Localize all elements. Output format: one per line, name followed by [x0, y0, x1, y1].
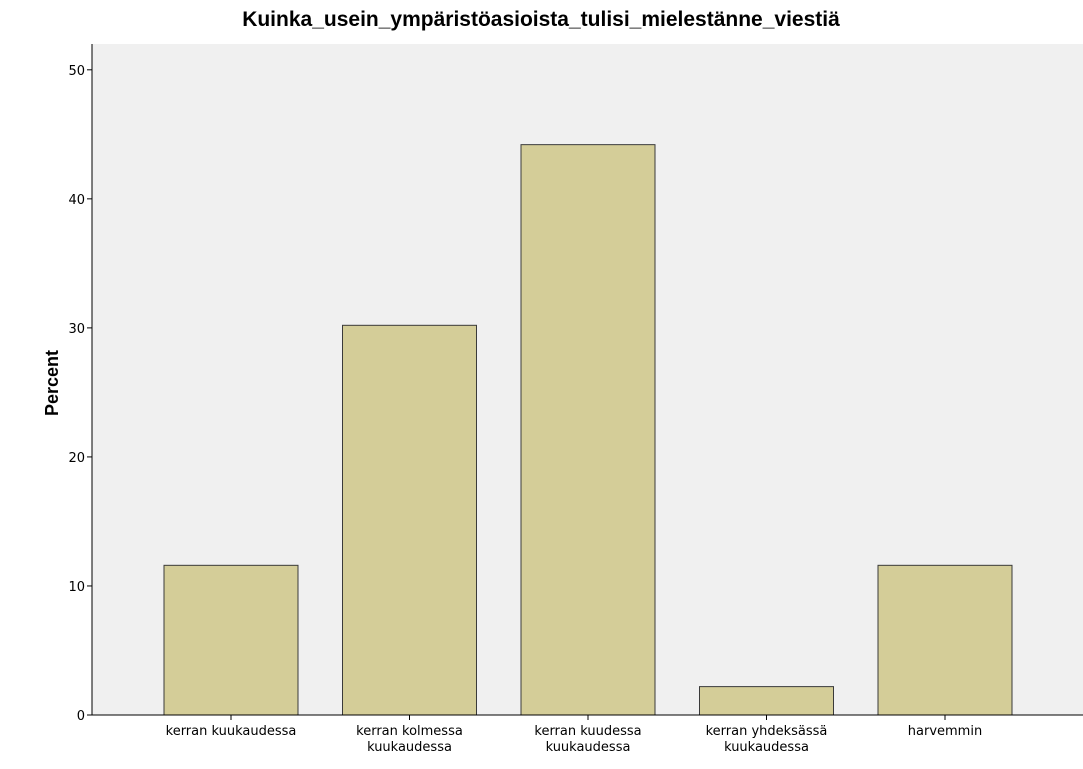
x-tick-label-line: kerran kuukaudessa [166, 724, 297, 739]
bars-group [163, 144, 1013, 716]
bar [163, 564, 299, 716]
x-tick-label: kerran kuudessa kuukaudessa [534, 724, 641, 755]
x-tick-label: kerran yhdeksässä kuukaudessa [706, 724, 828, 755]
x-tick-label-line: kuukaudessa [367, 740, 452, 755]
x-tick-label: kerran kolmessa kuukaudessa [356, 724, 463, 755]
chart-title: Kuinka_usein_ympäristöasioista_tulisi_mi… [242, 8, 840, 31]
x-tick-label-line: harvemmin [908, 724, 982, 739]
x-tick-label-line: kuukaudessa [546, 740, 631, 755]
bar [699, 686, 834, 716]
x-tick-label-line: kerran kuudessa [534, 724, 641, 739]
x-tick-label: kerran kuukaudessa [166, 724, 297, 739]
bar [520, 144, 656, 716]
y-tick-label: 10 [68, 580, 85, 595]
x-tick-label-line: kerran yhdeksässä [706, 724, 828, 739]
y-axis: 0 10 20 30 40 50 [68, 44, 93, 724]
y-tick-label: 50 [68, 64, 85, 79]
x-tick-label-line: kuukaudessa [724, 740, 809, 755]
y-axis-label: Percent [42, 350, 62, 416]
bar [877, 564, 1013, 716]
y-tick-label: 40 [68, 193, 85, 208]
bar [342, 324, 477, 716]
x-tick-label-line: kerran kolmessa [356, 724, 463, 739]
y-tick-label: 30 [68, 322, 85, 337]
y-tick-label: 20 [68, 451, 85, 466]
y-tick-label: 0 [77, 709, 85, 724]
x-axis: kerran kuukaudessa kerran kolmessa kuukaud… [92, 714, 1083, 755]
x-tick-label: harvemmin [908, 724, 982, 739]
